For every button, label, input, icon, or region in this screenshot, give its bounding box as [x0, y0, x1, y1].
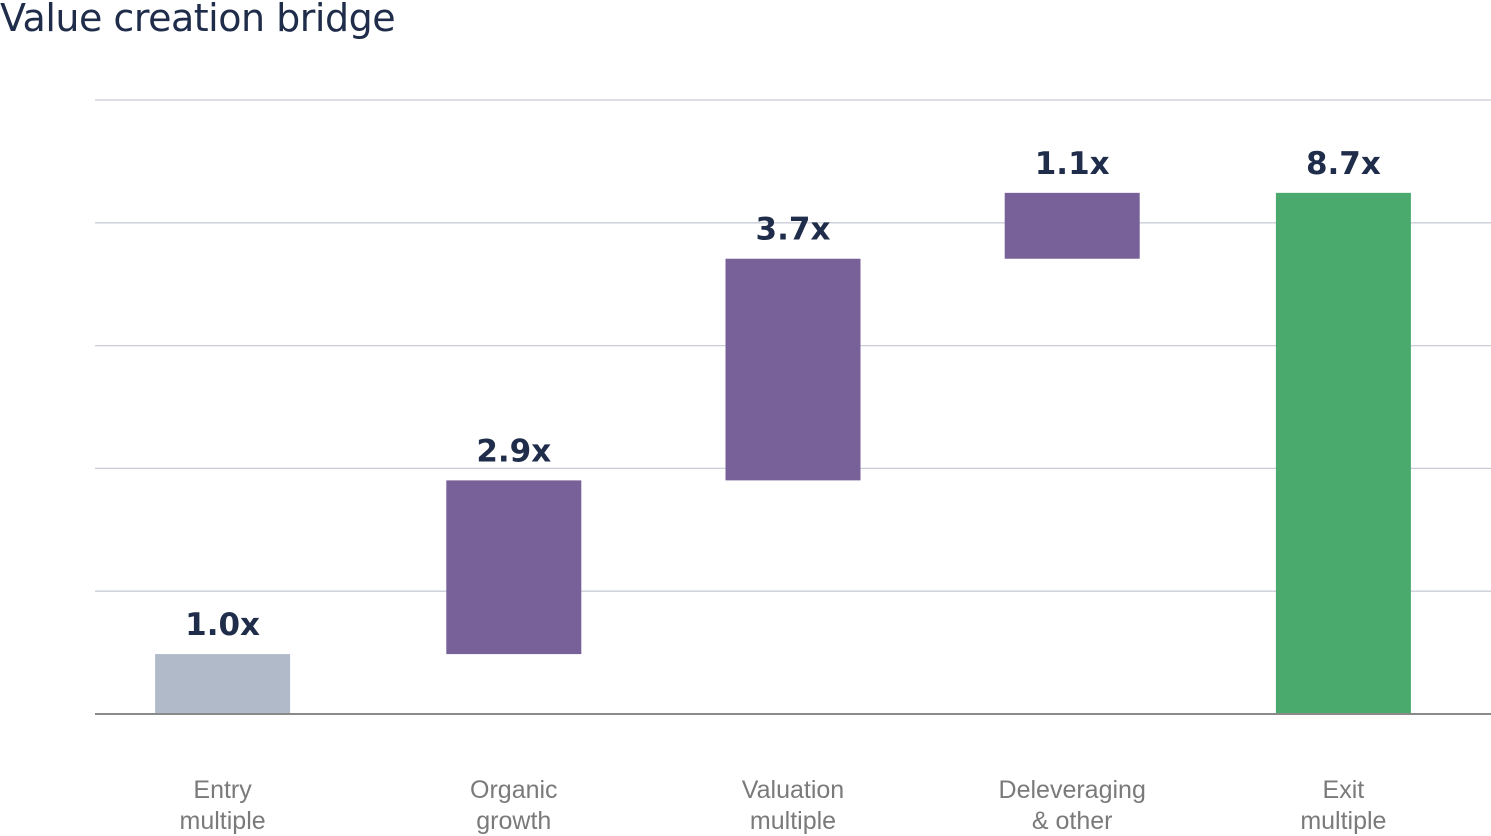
value-label: 8.7x	[1306, 146, 1381, 182]
category-label: Deleveraging	[999, 776, 1146, 804]
value-label: 1.1x	[1035, 146, 1110, 182]
bar-3	[1004, 192, 1140, 259]
value-label: 2.9x	[476, 433, 551, 469]
category-label: multiple	[180, 807, 266, 835]
category-label: multiple	[1300, 807, 1386, 835]
category-label: multiple	[750, 807, 836, 835]
bar-1	[446, 480, 582, 655]
value-label: 1.0x	[185, 607, 260, 643]
category-label: Organic	[470, 776, 558, 804]
category-label: Valuation	[742, 776, 844, 804]
category-label: growth	[476, 807, 551, 835]
chart-title: Value creation bridge	[0, 0, 396, 40]
bar-4	[1275, 192, 1411, 715]
bar-2	[725, 258, 861, 481]
category-label: Exit	[1323, 776, 1365, 804]
category-label: & other	[1032, 807, 1113, 835]
category-label: Entry	[193, 776, 252, 804]
value-label: 3.7x	[756, 212, 831, 248]
bar-0	[155, 654, 291, 714]
